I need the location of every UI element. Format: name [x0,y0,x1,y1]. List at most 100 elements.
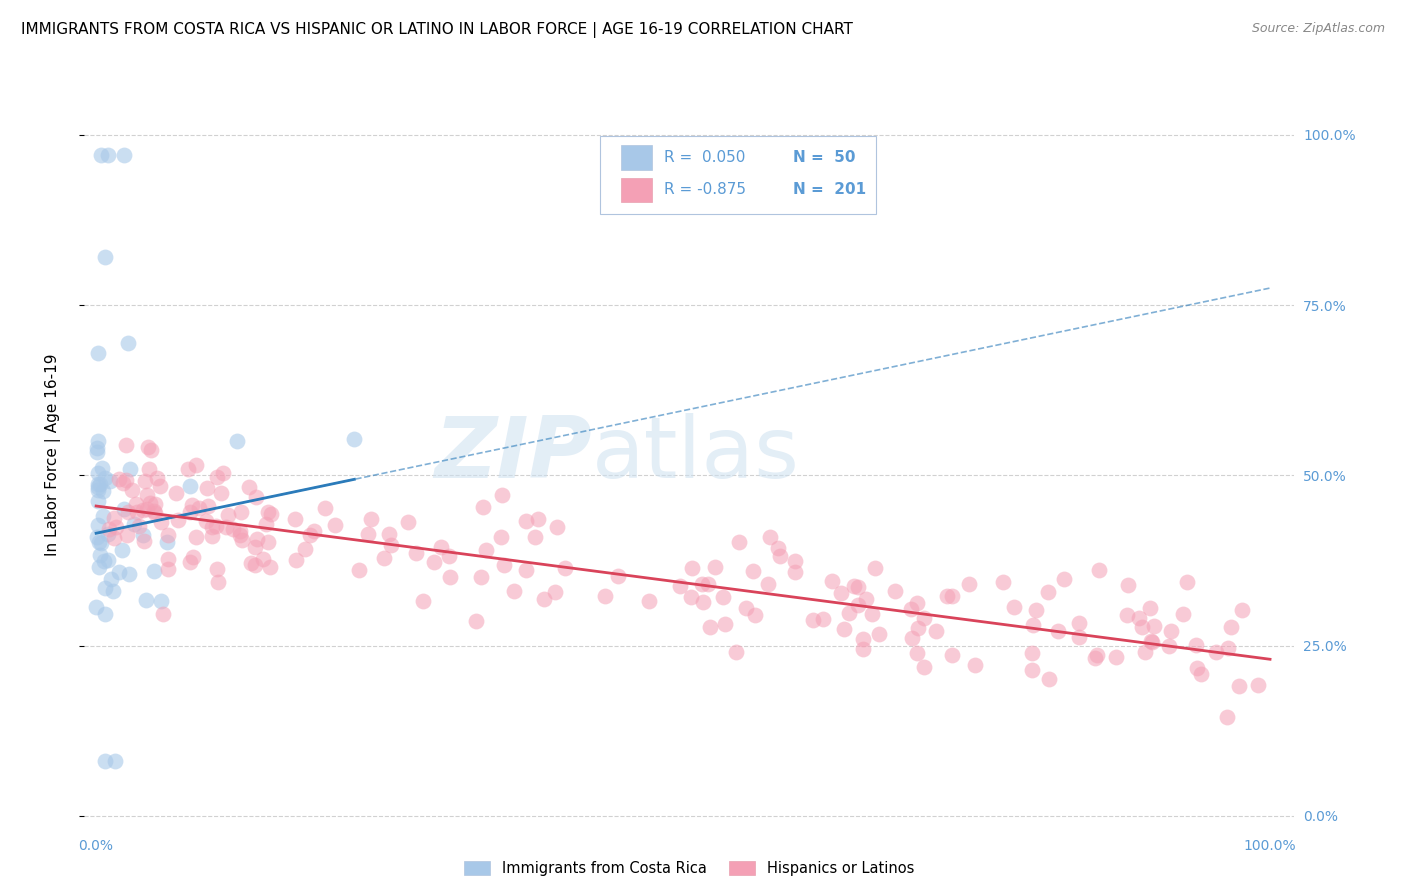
Point [725,645,748,659]
Point [136,502,159,516]
Point [87,483,110,497]
Point [1002,599,1025,614]
Point [256,534,278,549]
Point [104,755,127,769]
Point [105,520,128,534]
Point [744,608,766,623]
Point [115,528,138,542]
Point [89,148,111,162]
Point [89,559,111,574]
Point [1216,641,1239,656]
Point [240,556,263,570]
Point [1116,608,1139,623]
Point [167,513,190,527]
Point [118,567,141,582]
Point [205,469,228,483]
Point [89,476,111,491]
Point [197,500,219,514]
Point [679,591,702,605]
Point [714,617,737,632]
Point [690,576,713,591]
Point [742,564,765,578]
Point [86,444,108,458]
Point [284,552,307,566]
Point [94,607,117,621]
Point [1116,577,1139,591]
Point [114,474,136,488]
Point [373,551,395,566]
Point [184,530,207,544]
Point [86,466,108,480]
Point [86,434,108,449]
Point [439,570,461,584]
Point [544,584,567,599]
Point [768,541,790,555]
Point [87,477,110,491]
Point [205,562,228,576]
Point [783,554,806,568]
Point [138,462,160,476]
Point [475,542,498,557]
Point [1021,664,1043,678]
Point [179,555,201,569]
Point [965,658,987,673]
Point [284,512,307,526]
Point [146,471,169,485]
Point [97,148,120,162]
Point [863,560,886,574]
Point [245,490,267,504]
Point [86,345,108,359]
Point [97,527,120,541]
Point [638,594,661,608]
Point [991,575,1014,590]
Point [1025,602,1047,616]
Point [515,563,537,577]
Point [228,524,250,539]
Point [246,532,269,546]
Point [533,592,555,607]
Point [314,501,336,516]
Point [177,462,200,476]
Point [155,534,177,549]
Point [832,622,855,636]
Point [143,497,166,511]
Point [378,527,401,541]
Point [107,472,129,486]
Point [138,496,160,510]
Point [98,522,121,536]
Point [115,438,138,452]
Point [117,505,139,519]
Point [554,560,576,574]
Point [86,441,108,455]
Point [357,527,380,541]
Point [595,589,617,603]
Point [229,505,252,519]
Point [936,589,959,603]
Point [842,579,865,593]
Point [149,594,172,608]
Point [1227,679,1250,693]
Point [696,576,718,591]
Point [98,474,121,488]
Point [868,626,890,640]
Point [101,584,124,599]
Point [93,554,115,568]
Point [132,528,155,542]
Point [107,565,129,579]
Text: IMMIGRANTS FROM COSTA RICA VS HISPANIC OR LATINO IN LABOR FORCE | AGE 16-19 CORR: IMMIGRANTS FROM COSTA RICA VS HISPANIC O… [21,22,853,38]
Point [1230,602,1253,616]
Point [205,518,228,533]
Point [1038,585,1060,599]
Point [734,601,756,615]
Text: ZIP: ZIP [434,413,592,497]
Point [238,480,260,494]
Point [821,574,844,588]
Point [811,611,834,625]
Point [90,460,112,475]
Point [347,563,370,577]
Point [713,591,735,605]
Point [1128,611,1150,625]
Point [907,621,929,635]
Point [87,494,110,508]
Point [846,598,869,612]
